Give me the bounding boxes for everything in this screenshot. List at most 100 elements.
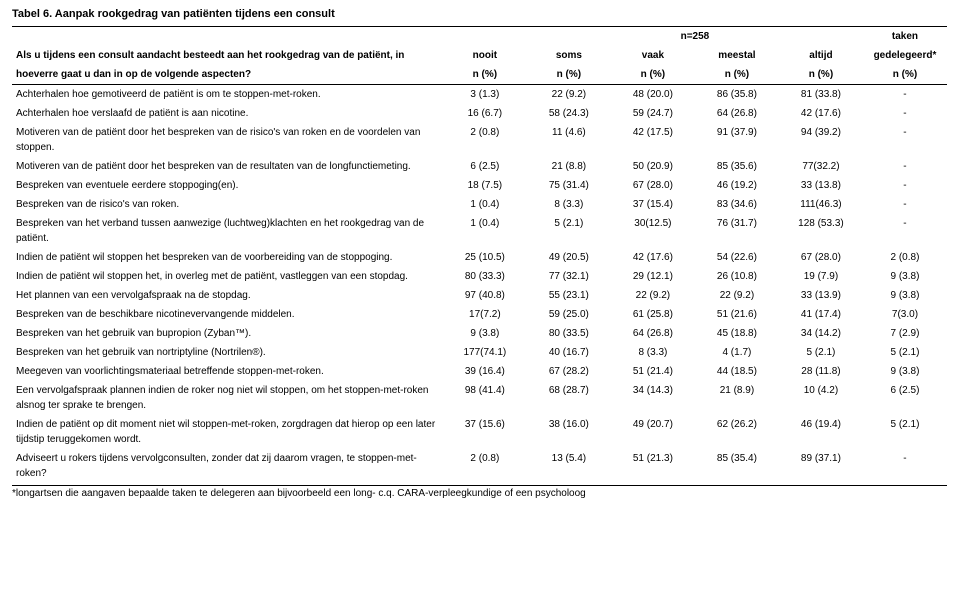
cell: 80 (33.5) — [527, 324, 611, 343]
header-row-n: n=258 taken — [12, 27, 947, 47]
cell: 5 (2.1) — [863, 415, 947, 449]
row-label: Indien de patiënt op dit moment niet wil… — [12, 415, 443, 449]
cell: 54 (22.6) — [695, 248, 779, 267]
cell: 50 (20.9) — [611, 157, 695, 176]
cell: 29 (12.1) — [611, 267, 695, 286]
cell: 89 (37.1) — [779, 449, 863, 483]
cell: 8 (3.3) — [611, 343, 695, 362]
cell: 94 (39.2) — [779, 123, 863, 157]
cell: 38 (16.0) — [527, 415, 611, 449]
table-title: Tabel 6. Aanpak rookgedrag van patiënten… — [12, 8, 947, 20]
cell: 67 (28.0) — [611, 176, 695, 195]
data-table: n=258 taken Als u tijdens een consult aa… — [12, 26, 947, 483]
table-row: Indien de patiënt op dit moment niet wil… — [12, 415, 947, 449]
cell: 5 (2.1) — [863, 343, 947, 362]
unit: n (%) — [779, 65, 863, 85]
row-label: Bespreken van het gebruik van bupropion … — [12, 324, 443, 343]
cell: 81 (33.8) — [779, 85, 863, 105]
cell: 98 (41.4) — [443, 381, 527, 415]
cell: 25 (10.5) — [443, 248, 527, 267]
cell: 13 (5.4) — [527, 449, 611, 483]
cell: 128 (53.3) — [779, 214, 863, 248]
table-container: Tabel 6. Aanpak rookgedrag van patiënten… — [0, 0, 959, 507]
cell: 11 (4.6) — [527, 123, 611, 157]
row-label: Bespreken van het verband tussen aanwezi… — [12, 214, 443, 248]
cell: 64 (26.8) — [695, 104, 779, 123]
cell: 67 (28.2) — [527, 362, 611, 381]
cell: 51 (21.6) — [695, 305, 779, 324]
cell: - — [863, 449, 947, 483]
unit: n (%) — [611, 65, 695, 85]
cell: 42 (17.6) — [611, 248, 695, 267]
cell: 111(46.3) — [779, 195, 863, 214]
cell: 34 (14.3) — [611, 381, 695, 415]
cell: 59 (24.7) — [611, 104, 695, 123]
cell: 6 (2.5) — [863, 381, 947, 415]
cell: 59 (25.0) — [527, 305, 611, 324]
table-row: Meegeven van voorlichtingsmateriaal betr… — [12, 362, 947, 381]
taken-label: taken — [863, 27, 947, 47]
cell: - — [863, 176, 947, 195]
row-label: Indien de patiënt wil stoppen het bespre… — [12, 248, 443, 267]
row-label: Motiveren van de patiënt door het bespre… — [12, 157, 443, 176]
cell: 7 (2.9) — [863, 324, 947, 343]
row-label: Motiveren van de patiënt door het bespre… — [12, 123, 443, 157]
table-row: Adviseert u rokers tijdens vervolgconsul… — [12, 449, 947, 483]
cell: 18 (7.5) — [443, 176, 527, 195]
table-row: Bespreken van het gebruik van nortriptyl… — [12, 343, 947, 362]
question-line1: Als u tijdens een consult aandacht beste… — [12, 46, 443, 65]
cell: 86 (35.8) — [695, 85, 779, 105]
cell: - — [863, 85, 947, 105]
cell: 83 (34.6) — [695, 195, 779, 214]
cell: 58 (24.3) — [527, 104, 611, 123]
row-label: Indien de patiënt wil stoppen het, in ov… — [12, 267, 443, 286]
cell: 77(32.2) — [779, 157, 863, 176]
cell: 48 (20.0) — [611, 85, 695, 105]
cell: 21 (8.9) — [695, 381, 779, 415]
cell: 22 (9.2) — [611, 286, 695, 305]
cell: 62 (26.2) — [695, 415, 779, 449]
cell: 37 (15.6) — [443, 415, 527, 449]
cell: 46 (19.2) — [695, 176, 779, 195]
cell: 2 (0.8) — [443, 449, 527, 483]
table-row: Het plannen van een vervolgafspraak na d… — [12, 286, 947, 305]
unit: n (%) — [695, 65, 779, 85]
col-altijd: altijd — [779, 46, 863, 65]
row-label: Een vervolgafspraak plannen indien de ro… — [12, 381, 443, 415]
cell: 75 (31.4) — [527, 176, 611, 195]
cell: 3 (1.3) — [443, 85, 527, 105]
cell: 42 (17.6) — [779, 104, 863, 123]
n-label: n=258 — [611, 27, 779, 47]
unit: n (%) — [527, 65, 611, 85]
question-line2: hoeverre gaat u dan in op de volgende as… — [12, 65, 443, 85]
row-label: Het plannen van een vervolgafspraak na d… — [12, 286, 443, 305]
cell: 77 (32.1) — [527, 267, 611, 286]
cell: 177(74.1) — [443, 343, 527, 362]
cell: 28 (11.8) — [779, 362, 863, 381]
header-row-cols: Als u tijdens een consult aandacht beste… — [12, 46, 947, 65]
cell: 7(3.0) — [863, 305, 947, 324]
cell: 67 (28.0) — [779, 248, 863, 267]
cell: 45 (18.8) — [695, 324, 779, 343]
cell: 46 (19.4) — [779, 415, 863, 449]
col-soms: soms — [527, 46, 611, 65]
table-row: Bespreken van eventuele eerdere stoppogi… — [12, 176, 947, 195]
cell: 37 (15.4) — [611, 195, 695, 214]
cell: - — [863, 195, 947, 214]
cell: - — [863, 104, 947, 123]
col-nooit: nooit — [443, 46, 527, 65]
table-row: Motiveren van de patiënt door het bespre… — [12, 157, 947, 176]
cell: 97 (40.8) — [443, 286, 527, 305]
table-row: Een vervolgafspraak plannen indien de ro… — [12, 381, 947, 415]
row-label: Bespreken van de risico's van roken. — [12, 195, 443, 214]
cell: 85 (35.4) — [695, 449, 779, 483]
table-row: Indien de patiënt wil stoppen het, in ov… — [12, 267, 947, 286]
cell: 91 (37.9) — [695, 123, 779, 157]
table-row: Indien de patiënt wil stoppen het bespre… — [12, 248, 947, 267]
cell: 16 (6.7) — [443, 104, 527, 123]
cell: 2 (0.8) — [443, 123, 527, 157]
cell: 21 (8.8) — [527, 157, 611, 176]
cell: 44 (18.5) — [695, 362, 779, 381]
cell: 10 (4.2) — [779, 381, 863, 415]
unit: n (%) — [863, 65, 947, 85]
